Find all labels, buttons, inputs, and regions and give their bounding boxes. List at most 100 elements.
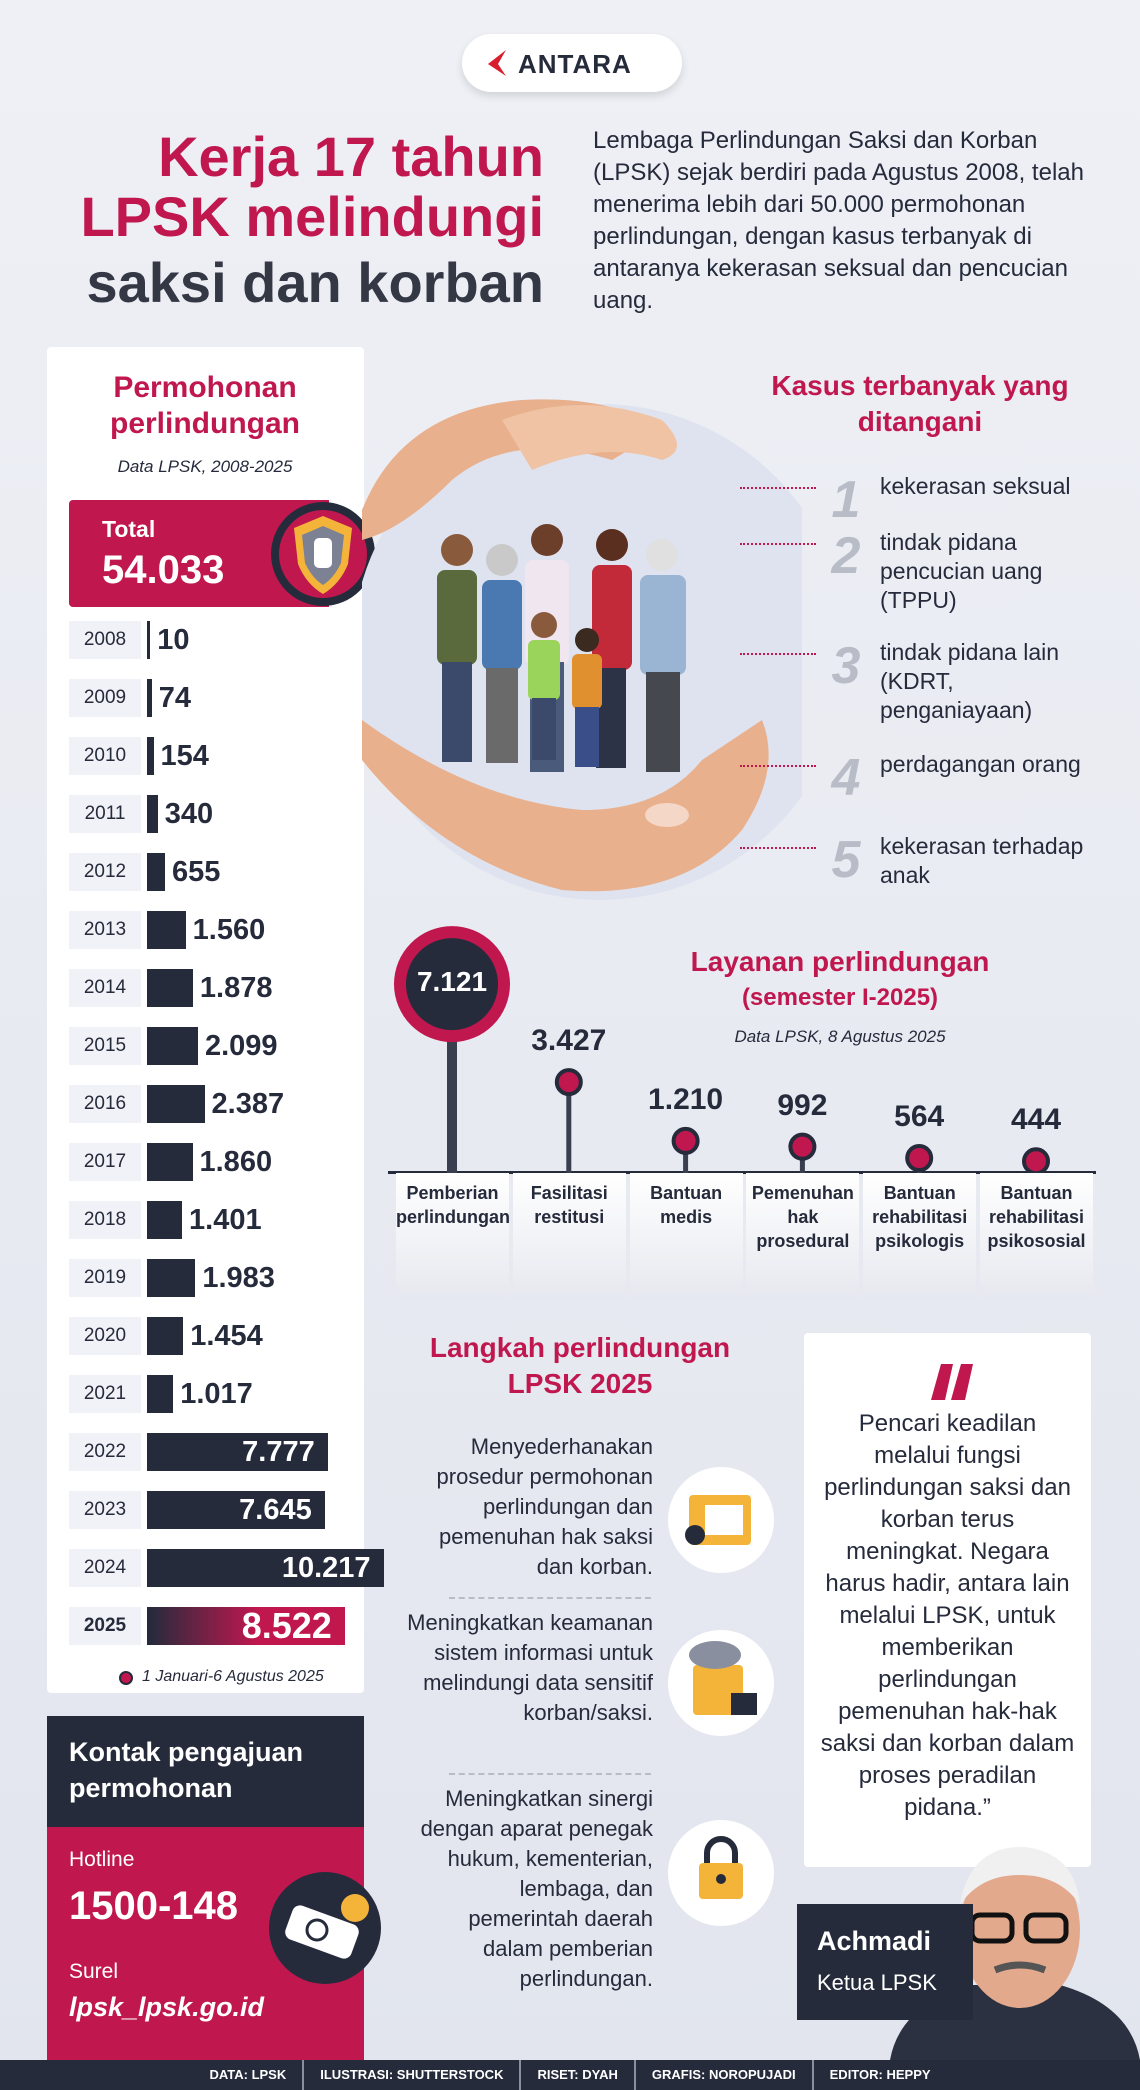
credits: DATA: LPSK ILUSTRASI: SHUTTERSTOCK RISET: … <box>0 2060 1140 2090</box>
credit: GRAFIS: NOROPUJADI <box>633 2060 812 2090</box>
value-label: 1.860 <box>199 1146 273 1178</box>
total-label: Total <box>102 516 156 542</box>
phone-icon <box>269 1872 381 1984</box>
quote-box <box>804 1333 1091 1867</box>
illustration <box>362 399 802 900</box>
value-label: 2.099 <box>204 1030 278 1062</box>
logo-pill: ANTARA <box>462 34 682 92</box>
year-label: 2017 <box>69 1143 141 1181</box>
head <box>1022 1147 1050 1176</box>
value-label: 8.522 <box>241 1605 332 1646</box>
step-text: Menyederhanakan prosedur permohonan perl… <box>436 1434 653 1579</box>
dotted-line <box>740 487 816 489</box>
head <box>554 1068 583 1097</box>
value-label: 1.017 <box>180 1378 253 1410</box>
value-label: 7.121 <box>416 966 488 998</box>
contact-title: Kontak pengajuan permohonan <box>69 1737 304 1803</box>
rank: 5 <box>831 831 861 889</box>
year-label: 2012 <box>69 853 141 891</box>
case-text: tindak pidana lain (KDRT, penganiayaan) <box>880 639 1060 723</box>
bar <box>147 621 151 659</box>
bar <box>147 1317 184 1355</box>
value-label: 655 <box>171 856 221 888</box>
value-label: 1.401 <box>189 1204 262 1236</box>
value-label: 1.560 <box>192 914 266 946</box>
year-label: 2023 <box>69 1491 141 1529</box>
value-label: 1.878 <box>199 972 273 1004</box>
bar <box>147 911 186 949</box>
dotted-line <box>740 765 816 767</box>
value-label: 340 <box>164 798 214 830</box>
bar <box>147 1375 174 1413</box>
chart-title: Layanan perlindungan <box>690 946 990 977</box>
credit: DATA: LPSK <box>209 2067 287 2082</box>
name-box: Achmadi Ketua LPSK <box>797 1904 973 2020</box>
year-label: 2024 <box>69 1549 141 1587</box>
total-value: 54.033 <box>102 548 225 592</box>
value-label: 10 <box>157 624 190 656</box>
dotted-line <box>740 847 816 849</box>
category-label: Pemenuhan hak prosedural <box>746 1173 860 1300</box>
email: lpsk_lpsk.go.id <box>69 1992 265 2022</box>
credit: RISET: DYAH <box>519 2060 633 2090</box>
title-line: Kerja 17 tahun <box>158 125 544 188</box>
separator <box>449 1773 651 1775</box>
bar <box>147 795 158 833</box>
head <box>671 1126 700 1155</box>
value-label: 992 <box>777 1088 828 1122</box>
year-label: 2011 <box>69 795 141 833</box>
credit: ILUSTRASI: SHUTTERSTOCK <box>302 2060 519 2090</box>
value-label: 2.387 <box>211 1088 285 1120</box>
year-label: 2013 <box>69 911 141 949</box>
bar <box>147 737 154 775</box>
dotted-line <box>740 543 816 545</box>
contact-header <box>47 1716 364 1827</box>
bar <box>147 1143 193 1181</box>
bar <box>147 1433 328 1471</box>
value-label: 7.777 <box>242 1436 315 1468</box>
value-label: 1.454 <box>190 1320 263 1352</box>
chart-note: 1 Januari-6 Agustus 2025 <box>142 1668 324 1685</box>
year-label: 2010 <box>69 737 141 775</box>
value-label: 10.217 <box>281 1552 371 1584</box>
bar <box>147 1085 205 1123</box>
logo-text: ANTARA <box>518 49 632 79</box>
value-label: 7.645 <box>239 1494 312 1526</box>
year-label: 2014 <box>69 969 141 1007</box>
rank: 2 <box>831 527 861 585</box>
head <box>905 1144 934 1173</box>
category-label: Fasilitasi restitusi <box>512 1173 626 1300</box>
step-icons <box>668 1467 774 1926</box>
quote-mark <box>931 1364 973 1400</box>
year-label: 2008 <box>69 621 141 659</box>
case-text: perdagangan orang <box>880 751 1081 777</box>
step-text: Meningkatkan sinergi dengan aparat peneg… <box>420 1786 653 1991</box>
value-label: 74 <box>158 682 191 714</box>
rank: 1 <box>831 471 861 529</box>
contact-box: Kontak pengajuan permohonan Hotline 1500… <box>47 1716 381 2060</box>
case-text: kekerasan terhadap anak <box>880 833 1084 888</box>
title-line: LPSK melindungi <box>80 185 544 248</box>
separator <box>449 1597 651 1599</box>
step-text: Meningkatkan keamanan sistem informasi u… <box>407 1610 653 1725</box>
year-label: 2019 <box>69 1259 141 1297</box>
bar <box>147 1201 183 1239</box>
dotted-line <box>740 653 816 655</box>
year-label: 2020 <box>69 1317 141 1355</box>
value-label: 1.210 <box>648 1082 724 1116</box>
kasus-title: Kasus terbanyak yang ditangani <box>771 370 1069 437</box>
year-label: 2015 <box>69 1027 141 1065</box>
rank: 4 <box>831 749 861 807</box>
value-label: 564 <box>894 1100 945 1134</box>
category-label: Pemberian perlindungan <box>396 1173 510 1300</box>
title-line: saksi dan korban <box>86 251 544 314</box>
category-label: Bantuan rehabilitasi psikologis <box>863 1173 977 1300</box>
value-label: 444 <box>1010 1103 1062 1137</box>
year-label: 2025 <box>69 1607 141 1645</box>
year-label: 2009 <box>69 679 141 717</box>
year-label: 2016 <box>69 1085 141 1123</box>
value-label: 1.983 <box>202 1262 275 1294</box>
year-label: 2018 <box>69 1201 141 1239</box>
intro: Lembaga Perlindungan Saksi dan Korban (L… <box>593 127 1084 314</box>
